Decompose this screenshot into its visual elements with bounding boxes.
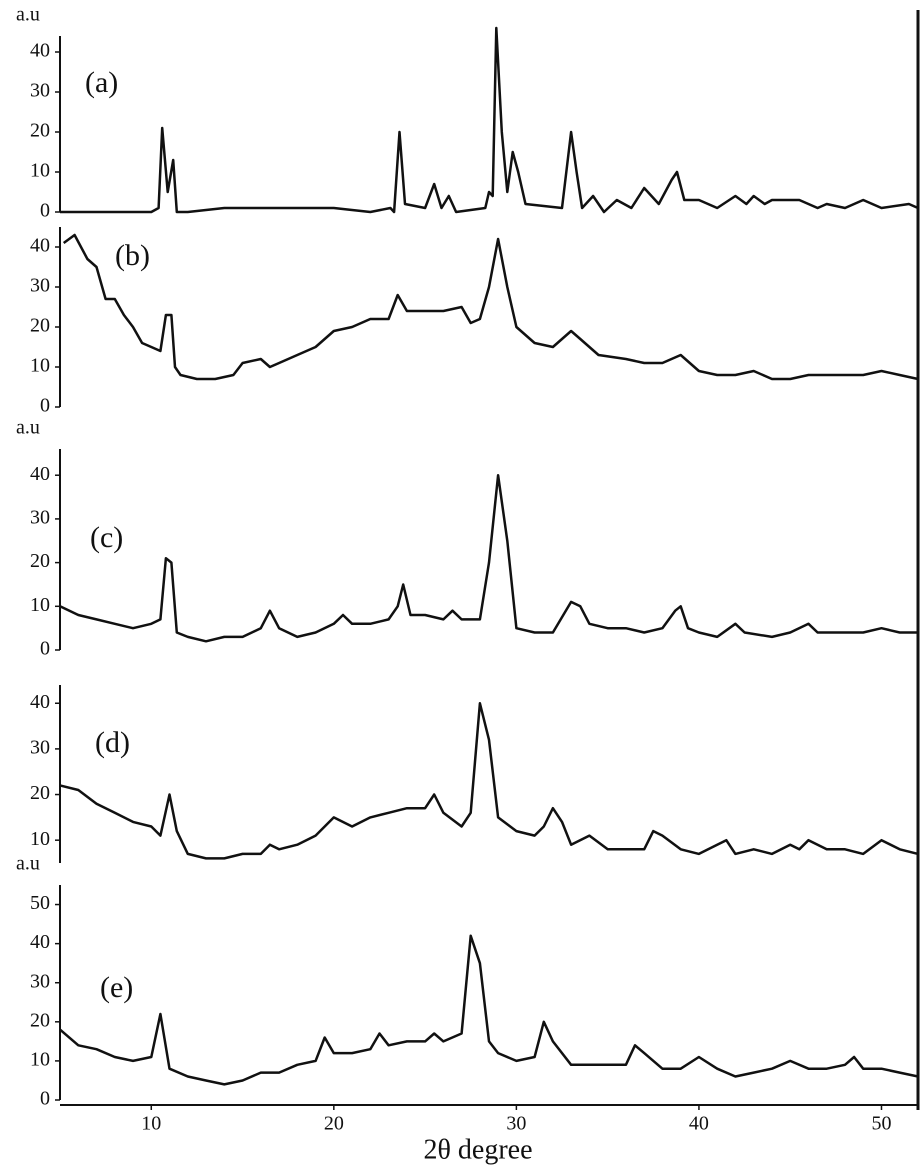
y-tick-label: 30 bbox=[30, 275, 50, 297]
y-tick-label: 10 bbox=[30, 594, 50, 616]
y-tick-label: 0 bbox=[40, 1088, 50, 1110]
x-tick-label: 20 bbox=[324, 1113, 344, 1135]
y-tick-label: 10 bbox=[30, 1049, 50, 1071]
y-tick-label: 30 bbox=[30, 970, 50, 992]
y-tick-label: 20 bbox=[30, 1009, 50, 1031]
xrd-line bbox=[60, 26, 919, 214]
y-tick-label: 40 bbox=[30, 691, 50, 713]
x-tick-label: 40 bbox=[689, 1113, 709, 1135]
y-tick-label: 0 bbox=[40, 395, 50, 417]
y-axis-label: a.u bbox=[16, 853, 40, 875]
panel-label: (b) bbox=[115, 239, 150, 272]
panel-label: (a) bbox=[85, 66, 118, 99]
y-tick-label: 10 bbox=[30, 355, 50, 377]
panel-label: (d) bbox=[95, 726, 130, 759]
y-tick-label: 40 bbox=[30, 463, 50, 485]
xrd-line bbox=[59, 934, 919, 1086]
y-tick-label: 40 bbox=[30, 235, 50, 257]
y-tick-label: 30 bbox=[30, 507, 50, 529]
y-tick-label: 40 bbox=[30, 40, 50, 62]
xrd-line bbox=[59, 702, 919, 860]
panel-label: (c) bbox=[90, 521, 123, 554]
y-tick-label: 20 bbox=[30, 315, 50, 337]
xrd-line bbox=[62, 233, 919, 381]
panel-label: (e) bbox=[100, 971, 133, 1004]
y-tick-label: 40 bbox=[30, 931, 50, 953]
y-axis-label: a.u bbox=[16, 417, 40, 439]
y-tick-label: 20 bbox=[30, 782, 50, 804]
y-axis-label: a.u bbox=[16, 4, 40, 26]
y-tick-label: 20 bbox=[30, 120, 50, 142]
y-tick-label: 0 bbox=[40, 638, 50, 660]
y-tick-label: 20 bbox=[30, 550, 50, 572]
x-tick-label: 10 bbox=[141, 1113, 161, 1135]
y-tick-label: 0 bbox=[40, 200, 50, 222]
y-tick-label: 30 bbox=[30, 736, 50, 758]
y-tick-label: 30 bbox=[30, 80, 50, 102]
xrd-line bbox=[59, 473, 918, 643]
y-tick-label: 10 bbox=[30, 160, 50, 182]
x-axis-label: 2θ degree bbox=[423, 1134, 532, 1165]
y-tick-label: 50 bbox=[30, 892, 50, 914]
x-tick-label: 30 bbox=[506, 1113, 526, 1135]
y-tick-label: 10 bbox=[30, 828, 50, 850]
x-tick-label: 50 bbox=[871, 1113, 891, 1135]
